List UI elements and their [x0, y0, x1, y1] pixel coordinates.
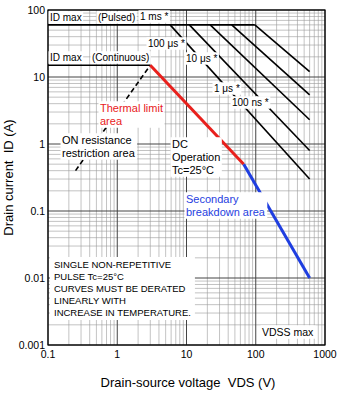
annotation: VDSS max	[261, 325, 316, 339]
x-tick-label: 1000	[313, 348, 337, 360]
series-group	[48, 25, 310, 278]
series-label-text: 100 ns *	[232, 97, 269, 108]
series-line	[48, 64, 150, 66]
grid	[48, 10, 325, 345]
minor-grid-line	[288, 10, 289, 345]
minor-grid-line	[318, 10, 319, 345]
annotation-text: Operation	[172, 151, 220, 163]
series-line	[210, 25, 309, 120]
annotation: DCOperationTc=25°C	[171, 137, 222, 177]
minor-grid-line	[249, 10, 250, 345]
y-tick-label: 0.1	[30, 205, 45, 217]
minor-grid-line	[321, 10, 322, 345]
minor-grid-line	[314, 10, 315, 345]
annotation-text: SINGLE NON-REPETITIVE	[54, 259, 171, 270]
annotation-text: INCREASE IN TEMPERATURE.	[54, 307, 191, 318]
series-label-text: 1 μs *	[214, 83, 240, 94]
annotation-text: CURVES MUST BE DERATED	[54, 283, 186, 294]
series-line	[189, 25, 309, 151]
minor-grid-line	[276, 10, 277, 345]
series-label-background	[213, 82, 242, 95]
minor-grid-line	[240, 10, 241, 345]
x-tick-label: 1	[114, 348, 120, 360]
annotation-text: Tc=25°C	[172, 164, 214, 176]
annotation-background	[99, 101, 165, 128]
series-label-background	[185, 52, 219, 65]
annotation-text: ID max	[50, 52, 82, 63]
annotation: Secondarybreakdown area	[185, 192, 268, 219]
series-label-text: 1 ms *	[140, 11, 168, 22]
minor-grid-line	[304, 10, 305, 345]
annotation-text: VDSS max	[262, 326, 314, 338]
annotation-text: restriction area	[62, 147, 136, 159]
annotation: (Continuous)	[91, 51, 151, 64]
series-label-background	[139, 10, 170, 23]
chart: 0.111010010000.0010.010.1110100Drain-sou…	[0, 0, 337, 397]
tick-labels: 0.111010010000.0010.010.1110100	[19, 4, 337, 360]
plot-frame	[48, 10, 325, 345]
annotation-background	[91, 51, 151, 64]
annotation: (Pulsed)	[97, 11, 137, 24]
grid-line	[48, 77, 325, 78]
series-label: 100 μs *	[147, 37, 187, 50]
series-line	[232, 25, 310, 95]
series-line	[255, 25, 310, 72]
series-label: 100 ns *	[231, 96, 271, 109]
series-label: 10 μs *	[185, 52, 219, 65]
y-tick-label: 1	[39, 138, 45, 150]
annotation-text: breakdown area	[186, 206, 266, 218]
x-tick-label: 100	[247, 348, 265, 360]
y-tick-label: 0.001	[19, 339, 45, 351]
annotation: ID max	[49, 11, 84, 24]
annotation-background	[49, 51, 84, 64]
annotation: ON resistancerestriction area	[61, 133, 138, 160]
annotation-background	[97, 11, 137, 24]
annotation-text: Secondary	[186, 193, 239, 205]
chart-root: 0.111010010000.0010.010.1110100Drain-sou…	[0, 0, 337, 397]
annotation-background	[171, 137, 222, 177]
series-label-background	[147, 37, 187, 50]
plot-background	[48, 10, 325, 345]
minor-grid-line	[245, 10, 246, 345]
annotation-background	[50, 257, 195, 320]
annotation: Thermal limitarea	[99, 101, 165, 128]
series-line	[48, 24, 255, 26]
x-tick-label: 10	[181, 348, 193, 360]
annotation-background	[261, 325, 316, 339]
y-axis-label: Drain current ID (A)	[1, 119, 16, 235]
series-label-text: 10 μs *	[186, 53, 217, 64]
annotation-text: (Pulsed)	[98, 12, 135, 23]
annotation-text: ID max	[50, 12, 82, 23]
annotation: SINGLE NON-REPETITIVEPULSE Tc=25°CCURVES…	[50, 257, 195, 320]
grid-line	[255, 10, 256, 345]
annotation-text: ON resistance	[62, 134, 132, 146]
series-label: 1 ms *	[139, 10, 170, 23]
annotation-background	[61, 133, 138, 160]
annotations: ID max (Pulsed) ID max (Continuous) Thermal …	[49, 10, 316, 339]
series-label: 1 μs *	[213, 82, 242, 95]
annotation-text: DC	[172, 138, 188, 150]
series-line	[170, 25, 310, 179]
annotation-text: LINEARLY WITH	[54, 295, 126, 306]
page: 0.111010010000.0010.010.1110100Drain-sou…	[0, 0, 337, 397]
minor-grid-line	[228, 10, 229, 345]
annotation-text: PULSE Tc=25°C	[54, 271, 124, 282]
series-label-background	[231, 96, 271, 109]
minor-grid-line	[219, 10, 220, 345]
y-tick-label: 10	[33, 71, 45, 83]
annotation-text: area	[100, 115, 123, 127]
y-tick-label: 0.01	[25, 272, 46, 284]
minor-grid-line	[234, 10, 235, 345]
y-tick-label: 100	[27, 4, 45, 16]
annotation-background	[185, 192, 268, 219]
annotation-text: (Continuous)	[92, 52, 149, 63]
series-label-text: 100 μs *	[148, 38, 185, 49]
x-axis-label: Drain-source voltage VDS (V)	[101, 375, 276, 390]
series-line	[244, 164, 310, 278]
minor-grid-line	[48, 24, 325, 25]
annotation-background	[49, 11, 84, 24]
annotation: ID max	[49, 51, 84, 64]
annotation-text: Thermal limit	[100, 102, 163, 114]
